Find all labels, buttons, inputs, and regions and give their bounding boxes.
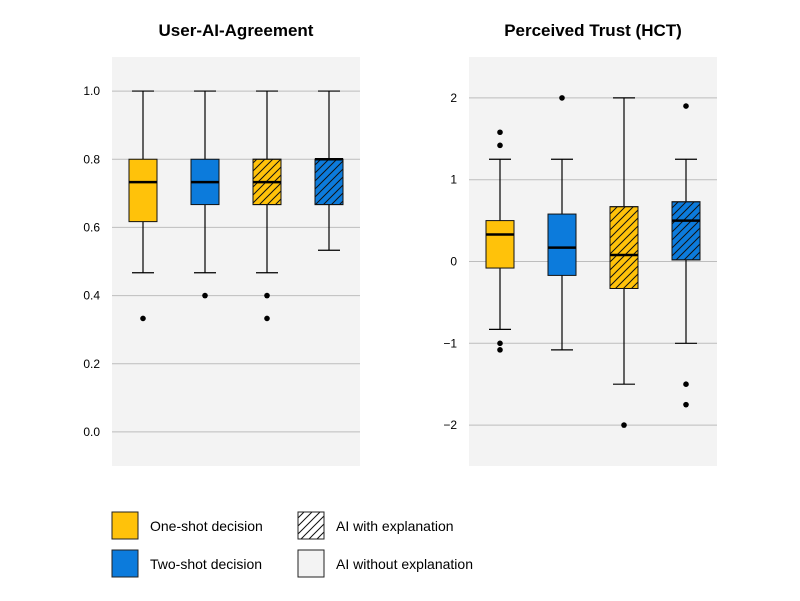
legend-swatch-two-shot [111,549,139,578]
outlier-point [264,292,270,299]
box-hatch [314,158,344,206]
outlier-point [264,315,270,322]
outlier-point [497,129,503,136]
outlier-point [497,142,503,149]
outlier-point [497,347,503,353]
outlier-point [621,422,627,428]
y-tick-label: −2 [443,418,457,432]
box-body [485,220,515,269]
box-two-shot-without-explanation [190,90,220,299]
y-tick-label: 2 [450,91,457,105]
chart-perceived-trust: Perceived Trust (HCT) −2 −1 0 1 2 [443,21,717,466]
legend-swatch-one-shot [111,511,139,540]
y-tick-label: 0.6 [83,220,100,234]
legend-swatch-with-explanation [297,511,325,540]
y-tick-label: 0.0 [83,425,100,439]
box-one-shot-with-explanation [609,97,639,428]
legend-label-without-explanation: AI without explanation [336,556,473,572]
legend-swatch-without-explanation [297,549,325,578]
plot-area-background [112,57,360,466]
box-two-shot-with-explanation [671,103,701,408]
y-tick-label: 1.0 [83,84,100,98]
legend-label-two-shot: Two-shot decision [150,556,262,572]
y-tick-label: 0.4 [83,289,100,303]
box-two-shot-with-explanation [314,90,344,251]
y-tick-label: 0 [450,255,457,269]
chart-title: User-AI-Agreement [159,21,314,40]
outlier-point [202,292,208,299]
outlier-point [559,95,565,101]
outlier-point [497,340,503,347]
box-hatch [609,206,639,289]
y-tick-label: 1 [450,173,457,187]
legend-label-one-shot: One-shot decision [150,518,263,534]
outlier-point [683,103,689,109]
legend: One-shot decision Two-shot decision AI w… [111,511,473,578]
box-body [547,213,577,276]
box-one-shot-without-explanation [485,129,515,353]
chart-user-ai-agreement: User-AI-Agreement 0.0 0.2 0.4 0.6 0.8 1.0 [83,21,360,466]
box-one-shot-with-explanation [252,90,282,322]
chart-title: Perceived Trust (HCT) [504,21,682,40]
box-two-shot-without-explanation [547,95,577,351]
y-tick-label: −1 [443,336,457,350]
box-one-shot-without-explanation [128,90,158,322]
outlier-point [683,401,689,408]
outlier-point [140,315,146,322]
y-tick-label: 0.8 [83,152,100,166]
box-hatch [671,201,701,261]
legend-label-with-explanation: AI with explanation [336,518,454,534]
box-body [128,158,158,223]
y-tick-label: 0.2 [83,357,100,371]
outlier-point [683,381,689,388]
